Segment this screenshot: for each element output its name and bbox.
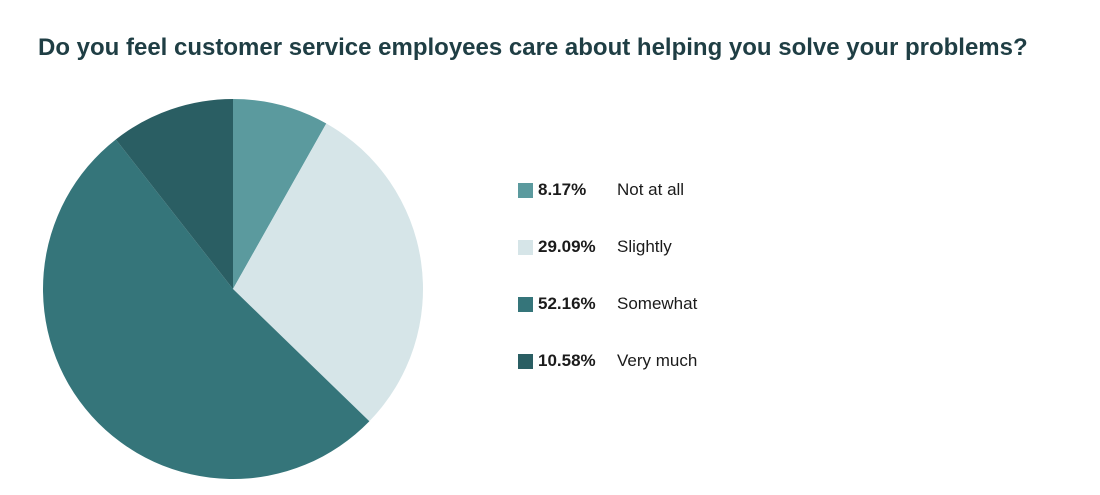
pie-slice-slightly (233, 123, 424, 422)
legend-label: Very much (617, 351, 698, 370)
legend-swatch (518, 239, 533, 255)
legend-swatch (518, 353, 533, 369)
pie-slice-somewhat (42, 139, 370, 480)
legend-percent: 10.58% (538, 351, 596, 370)
legend-item-not-at-all: 8.17% Not at all (518, 176, 697, 204)
legend-item-very-much: 10.58% Very much (518, 347, 697, 375)
legend-label: Somewhat (617, 294, 698, 313)
legend-label: Slightly (617, 237, 672, 256)
legend: 8.17% Not at all 29.09% Slightly 52.16% Somew… (518, 176, 697, 404)
legend-swatch (518, 182, 533, 198)
legend-percent: 29.09% (538, 237, 596, 256)
pie-slice-very-much (115, 99, 233, 289)
legend-item-slightly: 29.09% Slightly (518, 233, 697, 261)
legend-percent: 8.17% (538, 180, 587, 199)
legend-swatch (518, 296, 533, 312)
chart-title: Do you feel customer service employees c… (38, 34, 1028, 61)
pie-slice-not-at-all (233, 99, 327, 289)
legend-label: Not at all (617, 180, 685, 199)
legend-percent: 52.16% (538, 294, 596, 313)
legend-item-somewhat: 52.16% Somewhat (518, 290, 697, 318)
